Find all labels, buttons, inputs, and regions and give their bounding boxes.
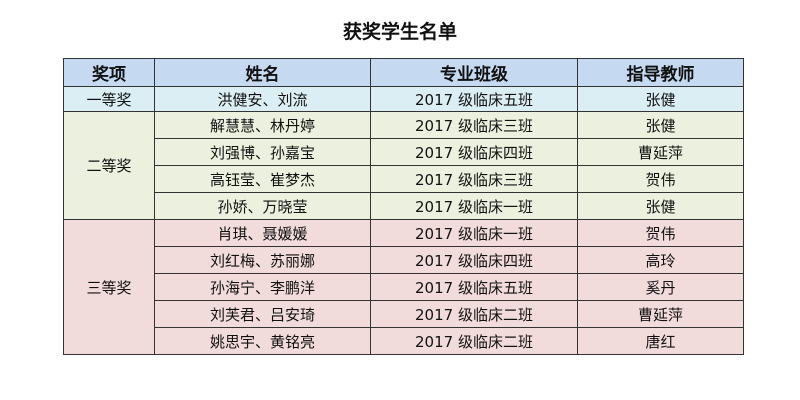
class-cell: 2017 级临床一班: [370, 219, 578, 247]
teacher-cell: 奚丹: [577, 273, 744, 301]
teacher-cell: 张健: [577, 192, 744, 220]
names-cell: 刘芙君、吕安琦: [154, 300, 371, 328]
teacher-cell: 高玲: [577, 246, 744, 274]
teacher-cell: 曹延萍: [577, 138, 744, 166]
table-row: 刘芙君、吕安琦 2017 级临床二班 曹延萍: [64, 300, 744, 328]
award-cell: 二等奖: [63, 111, 155, 220]
header-teacher: 指导教师: [577, 58, 744, 87]
names-cell: 孙娇、万晓莹: [154, 192, 371, 220]
teacher-cell: 曹延萍: [577, 300, 744, 328]
header-row: 奖项 姓名 专业班级 指导教师: [63, 58, 744, 87]
names-cell: 洪健安、刘流: [154, 86, 371, 112]
teacher-cell: 张健: [577, 86, 744, 112]
table-row: 三等奖 肖琪、聂媛媛 2017 级临床一班 贺伟: [63, 219, 744, 355]
award-table: 奖项 姓名 专业班级 指导教师 一等奖 洪健安、刘流 2017 级临床五班 张健 二等奖…: [63, 58, 744, 355]
header-class: 专业班级: [370, 58, 578, 87]
table-row: 高钰莹、崔梦杰 2017 级临床三班 贺伟: [64, 165, 744, 193]
names-cell: 肖琪、聂媛媛: [154, 219, 371, 247]
class-cell: 2017 级临床一班: [370, 192, 578, 220]
class-cell: 2017 级临床五班: [370, 86, 578, 112]
award-cell: 三等奖: [63, 219, 155, 355]
names-cell: 刘强博、孙嘉宝: [154, 138, 371, 166]
table-row: 二等奖 解慧慧、林丹婷 2017 级临床三班 张健: [63, 111, 744, 220]
class-cell: 2017 级临床三班: [370, 165, 578, 193]
class-cell: 2017 级临床四班: [370, 138, 578, 166]
table-row: 孙娇、万晓莹 2017 级临床一班 张健: [64, 192, 744, 220]
table-row: 姚思宇、黄铭亮 2017 级临床二班 唐红: [64, 327, 744, 355]
teacher-cell: 张健: [577, 111, 744, 139]
class-cell: 2017 级临床二班: [370, 300, 578, 328]
names-cell: 刘红梅、苏丽娜: [154, 246, 371, 274]
teacher-cell: 唐红: [577, 327, 744, 355]
teacher-cell: 贺伟: [577, 219, 744, 247]
names-cell: 高钰莹、崔梦杰: [154, 165, 371, 193]
header-award: 奖项: [63, 58, 155, 87]
table-row: 刘红梅、苏丽娜 2017 级临床四班 高玲: [64, 246, 744, 274]
names-cell: 姚思宇、黄铭亮: [154, 327, 371, 355]
header-name: 姓名: [154, 58, 371, 87]
class-cell: 2017 级临床三班: [370, 111, 578, 139]
class-cell: 2017 级临床四班: [370, 246, 578, 274]
class-cell: 2017 级临床二班: [370, 327, 578, 355]
table-row: 刘强博、孙嘉宝 2017 级临床四班 曹延萍: [64, 138, 744, 166]
award-cell: 一等奖: [63, 86, 155, 112]
page-title: 获奖学生名单: [342, 21, 457, 43]
teacher-cell: 贺伟: [577, 165, 744, 193]
names-cell: 孙海宁、李鹏洋: [154, 273, 371, 301]
table-row: 一等奖 洪健安、刘流 2017 级临床五班 张健: [63, 86, 744, 112]
names-cell: 解慧慧、林丹婷: [154, 111, 371, 139]
table-row: 孙海宁、李鹏洋 2017 级临床五班 奚丹: [64, 273, 744, 301]
class-cell: 2017 级临床五班: [370, 273, 578, 301]
